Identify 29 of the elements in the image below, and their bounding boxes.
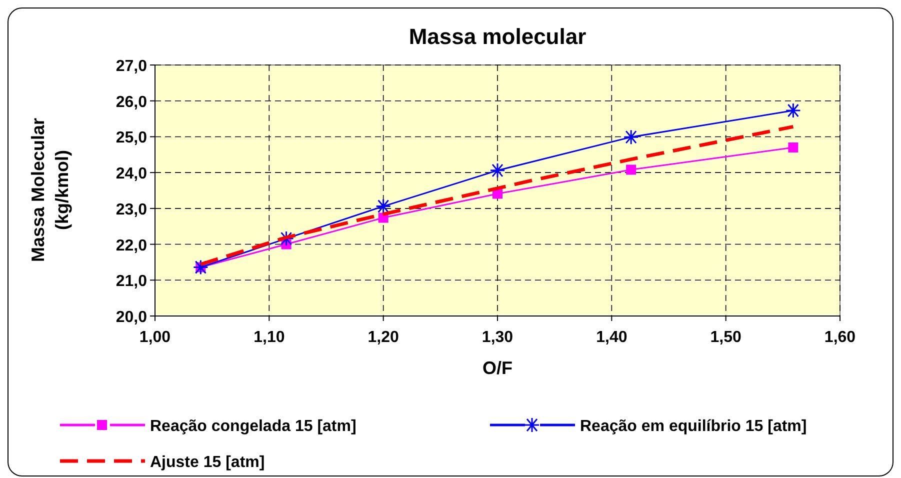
point: [490, 162, 506, 178]
y-tick-label: 22,0: [116, 237, 148, 254]
point: [192, 259, 208, 275]
y-tick-label: 27,0: [116, 58, 148, 75]
point: [785, 102, 801, 118]
x-tick-label: 1,40: [596, 329, 628, 346]
legend-label: Reação congelada 15 [atm]: [150, 418, 356, 435]
legend-label: Ajuste 15 [atm]: [150, 454, 265, 471]
y-tick-label: 20,0: [116, 309, 148, 326]
x-tick-label: 1,60: [824, 329, 856, 346]
point: [376, 198, 392, 214]
legend-label: Reação em equilíbrio 15 [atm]: [580, 418, 807, 435]
y-tick-label: 23,0: [116, 201, 148, 218]
x-tick-label: 1,20: [368, 329, 400, 346]
chart-title: Massa molecular: [408, 24, 587, 49]
point: [626, 164, 636, 175]
x-tick-label: 1,50: [710, 329, 742, 346]
y-axis-title: Massa Molecular (kg/kmol): [28, 118, 72, 262]
y-tick-label: 21,0: [116, 273, 148, 290]
point: [788, 142, 798, 152]
x-axis-title: O/F: [482, 358, 512, 378]
y-tick-label: 26,0: [116, 94, 148, 111]
x-tick-label: 1,10: [254, 329, 285, 346]
y-tick-label: 25,0: [116, 130, 148, 147]
x-tick-label: 1,30: [482, 329, 514, 346]
x-tick-label: 1,00: [139, 329, 171, 346]
point: [623, 129, 639, 145]
y-tick-label: 24,0: [116, 166, 148, 183]
point: [278, 230, 294, 246]
